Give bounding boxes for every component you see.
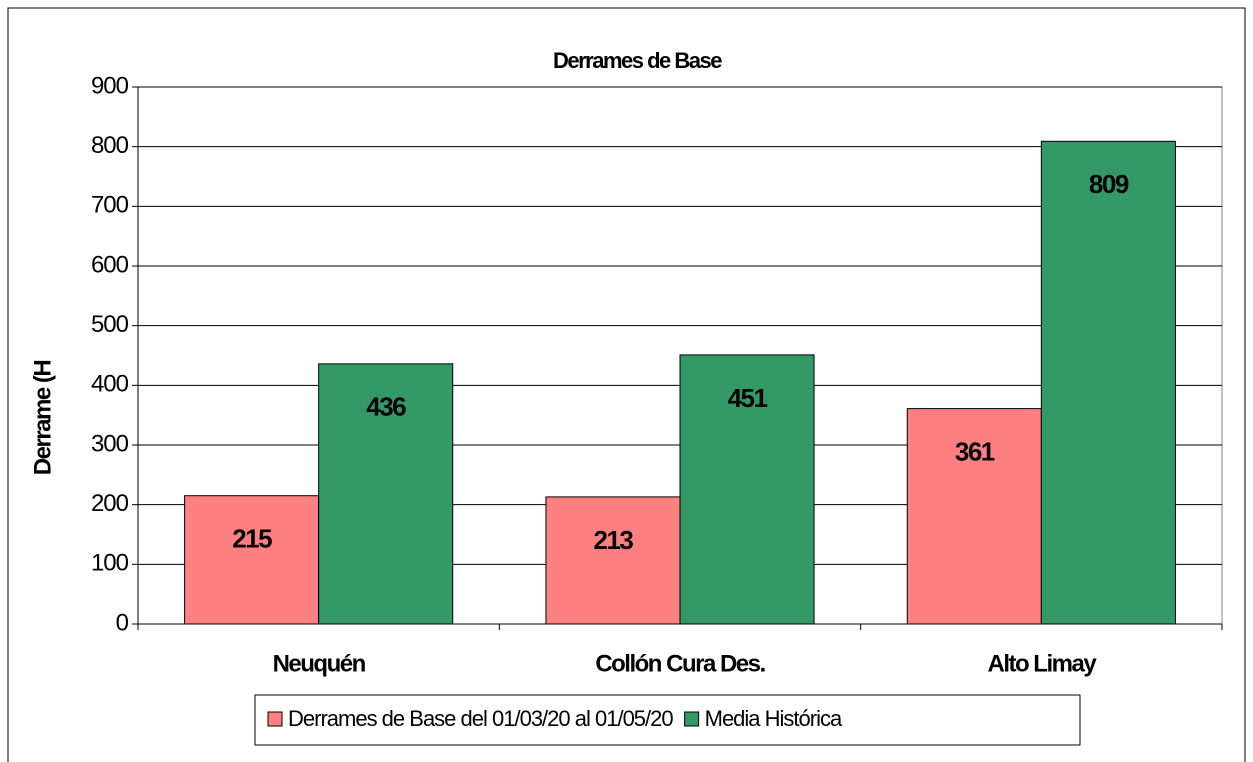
y-tick-label: 900 bbox=[91, 72, 129, 99]
bar bbox=[1040, 140, 1176, 625]
y-tick-label: 800 bbox=[91, 132, 129, 159]
legend-swatch bbox=[267, 711, 283, 727]
legend-swatch bbox=[684, 711, 700, 727]
x-tick-label: Collón Cura Des. bbox=[595, 650, 765, 677]
y-tick-label: 500 bbox=[91, 311, 129, 338]
x-tick-label: Alto Limay bbox=[987, 650, 1097, 677]
legend-label: Derrames de Base del 01/03/20 al 01/05/2… bbox=[288, 706, 673, 731]
x-tick-label: Neuquén bbox=[273, 650, 366, 677]
y-tick-label: 300 bbox=[91, 430, 129, 457]
data-label: 451 bbox=[728, 383, 768, 413]
legend-label: Media Histórica bbox=[705, 706, 843, 731]
data-label: 436 bbox=[366, 392, 406, 422]
y-tick-label: 600 bbox=[91, 251, 129, 278]
bar bbox=[906, 408, 1042, 625]
bar bbox=[184, 495, 320, 625]
y-tick-label: 400 bbox=[91, 371, 129, 398]
data-label: 361 bbox=[955, 436, 995, 466]
bar bbox=[679, 354, 815, 625]
y-tick-label: 100 bbox=[91, 550, 129, 577]
data-label: 215 bbox=[232, 524, 272, 554]
y-tick-label: 0 bbox=[116, 609, 129, 636]
data-label: 809 bbox=[1089, 169, 1129, 199]
legend bbox=[254, 694, 1081, 746]
data-label: 213 bbox=[594, 525, 634, 555]
y-axis-label: Derrame (H bbox=[29, 361, 56, 476]
bar bbox=[318, 363, 454, 625]
chart-border bbox=[7, 7, 1246, 762]
bar bbox=[545, 496, 681, 625]
y-tick-label: 700 bbox=[91, 192, 129, 219]
y-tick-label: 200 bbox=[91, 490, 129, 517]
chart-title: Derrames de Base bbox=[553, 48, 722, 73]
